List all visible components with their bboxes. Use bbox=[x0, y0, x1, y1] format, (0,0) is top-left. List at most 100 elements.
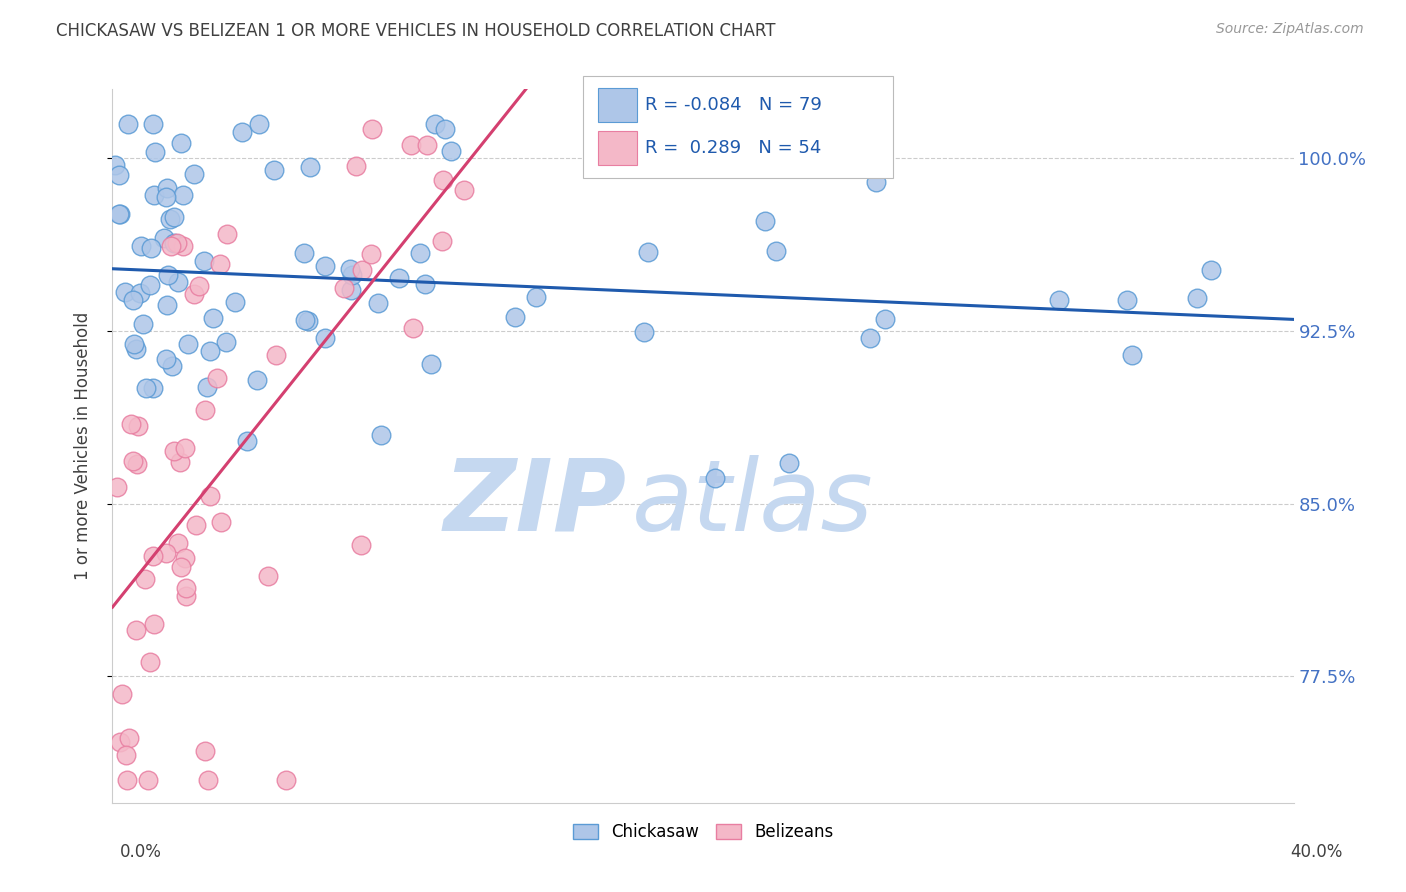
Point bbox=[439, 144, 461, 158]
Point bbox=[142, 549, 165, 563]
Point bbox=[340, 268, 363, 283]
Point bbox=[115, 748, 138, 763]
Point bbox=[1185, 291, 1208, 305]
Point bbox=[195, 379, 218, 393]
Point bbox=[314, 331, 336, 345]
Point bbox=[169, 455, 191, 469]
Point bbox=[170, 136, 193, 150]
Point bbox=[118, 731, 141, 745]
Text: Source: ZipAtlas.com: Source: ZipAtlas.com bbox=[1216, 22, 1364, 37]
Point bbox=[121, 293, 143, 308]
Point bbox=[142, 187, 165, 202]
Point bbox=[298, 160, 321, 174]
Point bbox=[135, 381, 157, 395]
Point bbox=[131, 317, 153, 331]
Point bbox=[114, 285, 136, 299]
Point bbox=[215, 335, 238, 350]
Point bbox=[339, 261, 361, 276]
Point bbox=[170, 559, 193, 574]
Point bbox=[167, 275, 190, 289]
Point bbox=[143, 145, 166, 160]
Point bbox=[637, 245, 659, 260]
Point bbox=[166, 536, 188, 550]
Y-axis label: 1 or more Vehicles in Household: 1 or more Vehicles in Household bbox=[73, 312, 91, 580]
Point bbox=[235, 434, 257, 448]
Text: ZIP: ZIP bbox=[443, 455, 626, 551]
Point bbox=[200, 343, 222, 358]
Point bbox=[157, 268, 180, 283]
Point bbox=[209, 515, 232, 529]
Point bbox=[108, 206, 131, 220]
Point bbox=[264, 348, 287, 362]
Point bbox=[1115, 293, 1137, 307]
Point bbox=[177, 337, 200, 351]
Text: R = -0.084   N = 79: R = -0.084 N = 79 bbox=[645, 96, 823, 114]
Point bbox=[184, 518, 207, 533]
Point bbox=[340, 284, 363, 298]
Point bbox=[152, 231, 174, 245]
Point bbox=[352, 263, 374, 277]
Point bbox=[162, 359, 184, 374]
Point bbox=[108, 207, 131, 221]
Point bbox=[859, 331, 882, 345]
Point bbox=[193, 253, 215, 268]
Point bbox=[176, 582, 198, 596]
Point bbox=[117, 117, 139, 131]
Point bbox=[134, 572, 156, 586]
Point bbox=[122, 336, 145, 351]
Point bbox=[104, 158, 127, 172]
Point bbox=[129, 286, 152, 301]
Point bbox=[294, 313, 316, 327]
Point bbox=[183, 167, 205, 181]
Point bbox=[453, 183, 475, 197]
Point bbox=[198, 489, 221, 503]
Point bbox=[765, 244, 787, 258]
Point bbox=[524, 289, 547, 303]
Text: 40.0%: 40.0% bbox=[1291, 843, 1343, 861]
Point bbox=[292, 246, 315, 260]
Point bbox=[176, 589, 198, 603]
Point bbox=[297, 314, 319, 328]
Point bbox=[246, 373, 269, 387]
Point bbox=[139, 278, 162, 293]
Point bbox=[125, 457, 148, 471]
Point bbox=[163, 210, 186, 224]
Point bbox=[142, 117, 165, 131]
Point bbox=[163, 236, 186, 251]
Point bbox=[224, 294, 246, 309]
Point bbox=[388, 271, 411, 285]
Point bbox=[332, 281, 354, 295]
Point bbox=[188, 279, 211, 293]
Point bbox=[875, 311, 897, 326]
Point bbox=[111, 687, 134, 701]
Point bbox=[156, 298, 179, 312]
Point bbox=[778, 456, 800, 470]
Point bbox=[105, 480, 128, 494]
Point bbox=[156, 181, 179, 195]
Point bbox=[413, 277, 436, 291]
Point bbox=[159, 211, 181, 226]
Point bbox=[370, 428, 392, 442]
Point bbox=[505, 310, 527, 324]
Point bbox=[124, 343, 146, 357]
Point bbox=[408, 246, 430, 260]
Point bbox=[173, 551, 195, 566]
Point bbox=[256, 568, 278, 582]
Text: R =  0.289   N = 54: R = 0.289 N = 54 bbox=[645, 139, 821, 157]
Point bbox=[107, 169, 129, 183]
Point bbox=[194, 744, 217, 758]
Point bbox=[633, 325, 655, 339]
Point bbox=[274, 772, 297, 787]
Point bbox=[155, 351, 177, 366]
Point bbox=[205, 370, 228, 384]
Point bbox=[202, 311, 225, 326]
Point bbox=[172, 188, 194, 202]
Point bbox=[183, 286, 205, 301]
Point bbox=[420, 357, 443, 371]
Point bbox=[865, 175, 887, 189]
Point bbox=[129, 239, 152, 253]
Point bbox=[208, 257, 231, 271]
Point bbox=[367, 296, 389, 310]
Point bbox=[401, 137, 423, 152]
Point bbox=[139, 242, 162, 256]
